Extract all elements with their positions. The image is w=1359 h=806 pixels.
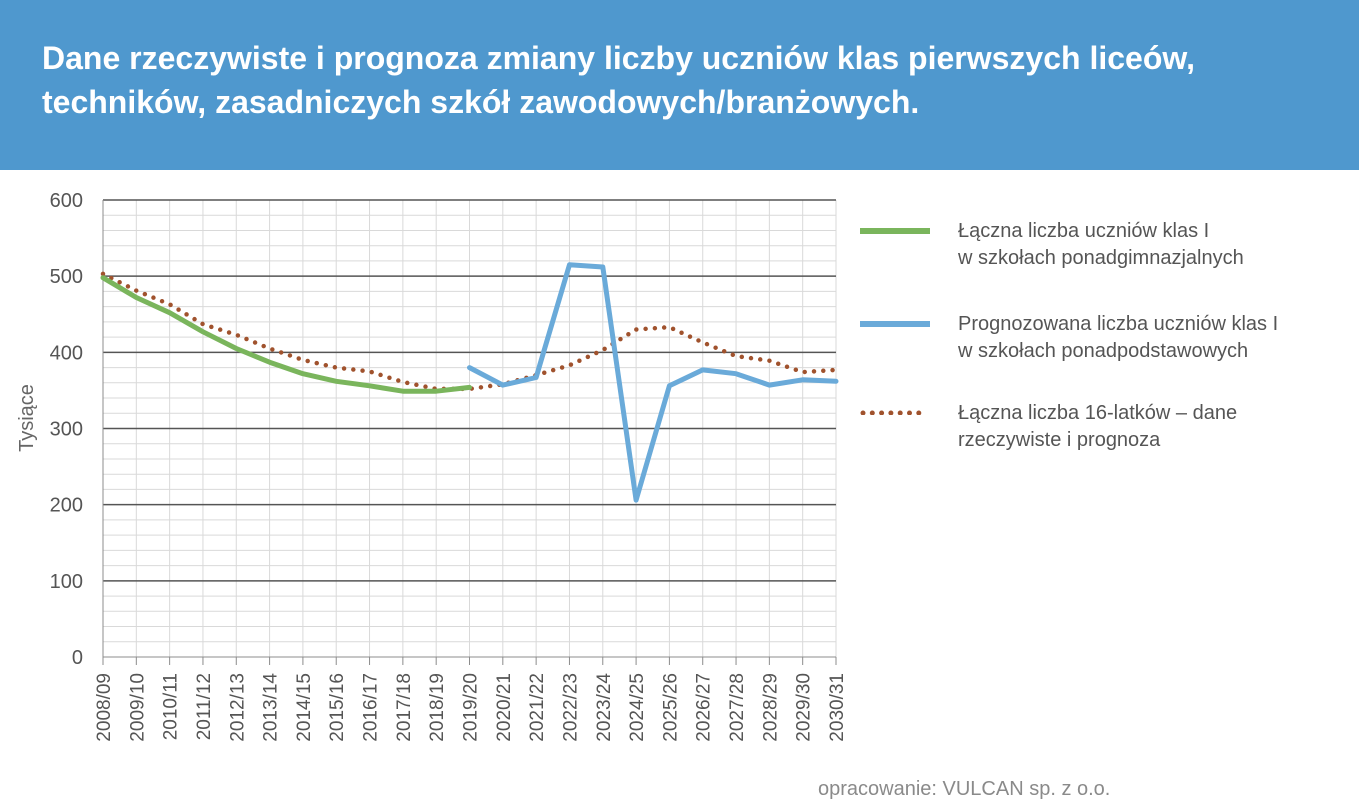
x-tick-label: 2024/25 <box>627 673 648 742</box>
x-tick-labels: 2008/09 2009/10 2010/11 2011/12 2012/13 2013/… <box>94 673 848 742</box>
x-tick-label: 2010/11 <box>161 673 182 740</box>
x-tick-label: 2011/12 <box>194 673 215 740</box>
legend-item-green: Łączna liczba uczniów klas I w szkołach … <box>860 218 1340 278</box>
x-tick-label: 2023/24 <box>594 673 615 742</box>
x-tick-label: 2016/17 <box>361 673 382 742</box>
y-tick-label: 200 <box>50 495 83 517</box>
chart-title: Dane rzeczywiste i prognoza zmiany liczb… <box>42 40 1195 120</box>
x-tick-label: 2022/23 <box>560 673 581 742</box>
series-layer <box>100 262 839 503</box>
series-line-0 <box>100 275 472 394</box>
x-tick-label: 2017/18 <box>394 673 415 742</box>
x-tick-label: 2026/27 <box>694 673 715 742</box>
y-tick-label: 100 <box>50 571 83 593</box>
x-tick-label: 2018/19 <box>427 673 448 742</box>
x-tick-label: 2008/09 <box>94 673 115 742</box>
y-axis-label: Tysiące <box>16 384 38 452</box>
series-line-1 <box>467 262 839 503</box>
x-tick-label: 2019/20 <box>461 673 482 742</box>
legend-swatch-green <box>860 228 930 234</box>
x-tick-label: 2015/16 <box>327 673 348 742</box>
x-tick-label: 2013/14 <box>261 673 282 742</box>
x-tick-label: 2014/15 <box>294 673 315 742</box>
legend-swatch-blue <box>860 321 930 327</box>
legend-label: Łączna liczba uczniów klas I w szkołach … <box>958 220 1244 269</box>
x-tick-label: 2028/29 <box>760 673 781 742</box>
source-credit: opracowanie: VULCAN sp. z o.o. <box>818 778 1111 800</box>
legend-item-dotted: Łączna liczba 16-latków – dane rzeczywis… <box>860 400 1340 460</box>
legend-swatch-dotted <box>860 410 930 415</box>
x-tick-label: 2020/21 <box>494 673 515 742</box>
x-tick-label: 2009/10 <box>127 673 148 742</box>
line-chart: 0 100 200 300 400 500 600 2008/09 2009/10 2010/1… <box>16 190 848 742</box>
x-tick-label: 2027/28 <box>727 673 748 742</box>
y-tick-label: 0 <box>72 647 83 669</box>
x-tick-label: 2021/22 <box>527 673 548 742</box>
x-tick-label: 2012/13 <box>227 673 248 742</box>
y-tick-label: 500 <box>50 266 83 288</box>
x-tick-label: 2029/30 <box>794 673 815 742</box>
header-banner: Dane rzeczywiste i prognoza zmiany liczb… <box>0 0 1359 170</box>
legend-item-blue: Prognozowana liczba uczniów klas I w szk… <box>860 311 1340 371</box>
y-tick-label: 400 <box>50 342 83 364</box>
y-tick-labels: 0 100 200 300 400 500 600 <box>50 190 83 669</box>
x-tick-label: 2025/26 <box>660 673 681 742</box>
x-tick-label: 2030/31 <box>827 673 848 742</box>
legend-label: Łączna liczba 16-latków – dane rzeczywis… <box>958 402 1238 451</box>
y-tick-label: 300 <box>50 419 83 441</box>
legend-label: Prognozowana liczba uczniów klas I w szk… <box>958 313 1279 362</box>
series-line-2 <box>100 271 839 392</box>
y-tick-label: 600 <box>50 190 83 212</box>
